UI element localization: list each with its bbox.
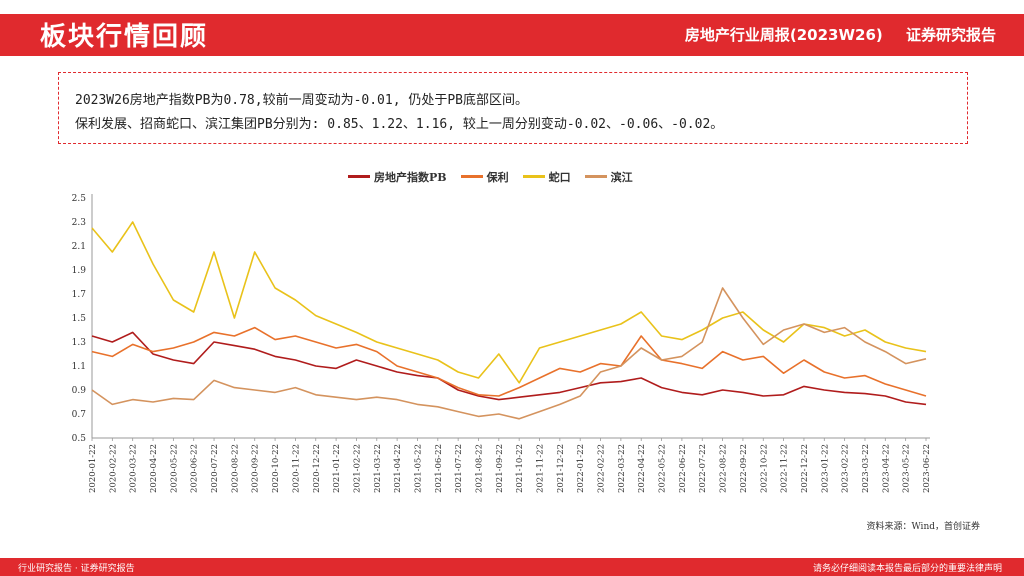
- legend-item-0: 房地产指数PB: [348, 169, 447, 185]
- x-tick-label: 2022-03-22: [617, 444, 627, 493]
- x-tick-label: 2021-11-22: [536, 444, 546, 493]
- x-tick-label: 2022-06-22: [678, 444, 688, 493]
- x-tick-label: 2020-10-22: [271, 444, 281, 493]
- x-tick-label: 2021-02-22: [352, 444, 362, 493]
- y-tick-label: 1.3: [72, 338, 87, 348]
- y-tick-label: 1.9: [72, 266, 87, 276]
- x-tick-label: 2020-01-22: [88, 444, 98, 493]
- x-tick-label: 2021-01-22: [332, 444, 342, 493]
- x-tick-label: 2022-08-22: [719, 444, 729, 493]
- x-tick-label: 2022-11-22: [780, 444, 790, 493]
- x-tick-label: 2022-01-22: [576, 444, 586, 493]
- x-tick-label: 2022-09-22: [739, 444, 749, 493]
- x-tick-label: 2023-06-22: [922, 444, 932, 493]
- x-tick-label: 2020-09-22: [251, 444, 261, 493]
- legend-label: 滨江: [610, 170, 633, 184]
- pb-line-chart: 2.5 2.3 2.1 1.9 1.7 1.5 1.3 1.1 0.9 0.7 0.52020-01…: [72, 194, 932, 493]
- x-tick-label: 2023-04-22: [881, 444, 891, 493]
- x-tick-label: 2022-04-22: [637, 444, 647, 493]
- x-tick-label: 2021-05-22: [413, 444, 423, 493]
- y-tick-label: 2.1: [72, 242, 86, 252]
- x-tick-label: 2022-02-22: [597, 444, 607, 493]
- series-line-3: [91, 287, 927, 420]
- x-tick-label: 2021-04-22: [393, 444, 403, 493]
- legend-item-3: 滨江: [584, 169, 633, 185]
- header: 板块行情回顾 房地产行业周报(2023W26) 证券研究报告: [0, 0, 1024, 56]
- summary-line-2: 保利发展、招商蛇口、滨江集团PB分别为: 0.85、1.22、1.16, 较上一…: [75, 117, 724, 132]
- x-tick-label: 2020-12-22: [312, 444, 322, 493]
- summary-box: 2023W26房地产指数PB为0.78,较前一周变动为-0.01, 仍处于PB底…: [58, 72, 968, 144]
- x-tick-label: 2022-07-22: [698, 444, 708, 493]
- footer: 行业研究报告 · 证券研究报告 请务必仔细阅读本报告最后部分的重要法律声明: [0, 558, 1024, 576]
- x-tick-label: 2020-11-22: [291, 444, 301, 493]
- y-tick-label: 1.1: [72, 362, 86, 372]
- report-type: 证券研究报告: [905, 26, 996, 44]
- legend-swatch: [460, 175, 483, 178]
- x-tick-label: 2022-05-22: [658, 444, 668, 493]
- x-tick-label: 2020-05-22: [169, 444, 179, 493]
- x-tick-label: 2021-12-22: [556, 444, 566, 493]
- x-tick-label: 2023-01-22: [820, 444, 830, 493]
- x-tick-label: 2022-12-22: [800, 444, 810, 493]
- x-tick-label: 2021-08-22: [474, 444, 484, 493]
- x-tick-label: 2021-09-22: [495, 444, 505, 493]
- legend-swatch: [584, 175, 607, 178]
- chart-legend: 房地产指数PB 保利 蛇口 滨江: [348, 168, 647, 184]
- legend-label: 保利: [486, 170, 509, 184]
- y-tick-label: 2.3: [72, 218, 87, 228]
- footer-left: 行业研究报告 · 证券研究报告: [18, 564, 135, 574]
- legend-item-2: 蛇口: [522, 169, 571, 185]
- x-tick-label: 2023-02-22: [841, 444, 851, 493]
- series-line-0: [91, 331, 927, 406]
- header-bar: [0, 14, 1024, 56]
- legend-label: 蛇口: [548, 170, 571, 184]
- x-tick-label: 2023-03-22: [861, 444, 871, 493]
- y-tick-label: 2.5: [72, 194, 87, 204]
- report-info: 房地产行业周报(2023W26) 证券研究报告: [667, 24, 996, 45]
- source-note: 资料来源：Wind，首创证券: [866, 522, 980, 532]
- x-tick-label: 2021-10-22: [515, 444, 525, 493]
- x-tick-label: 2020-08-22: [230, 444, 240, 493]
- legend-swatch: [348, 175, 370, 178]
- x-tick-label: 2020-02-22: [108, 444, 118, 493]
- summary-line-1: 2023W26房地产指数PB为0.78,较前一周变动为-0.01, 仍处于PB底…: [75, 93, 529, 108]
- x-tick-label: 2020-04-22: [149, 444, 159, 493]
- legend-item-1: 保利: [460, 169, 509, 185]
- x-tick-label: 2020-07-22: [210, 444, 220, 493]
- x-tick-label: 2021-07-22: [454, 444, 464, 493]
- report-name: 房地产行业周报(2023W26): [684, 26, 883, 44]
- x-tick-label: 2022-10-22: [759, 444, 769, 493]
- series-line-2: [91, 221, 927, 384]
- x-tick-label: 2021-06-22: [434, 444, 444, 493]
- y-tick-label: 0.9: [72, 386, 87, 396]
- legend-swatch: [522, 175, 545, 178]
- x-tick-label: 2020-06-22: [190, 444, 200, 493]
- x-tick-label: 2023-05-22: [902, 444, 912, 493]
- y-tick-label: 1.7: [72, 290, 87, 300]
- footer-disclaimer: 请务必仔细阅读本报告最后部分的重要法律声明: [812, 564, 1002, 574]
- x-tick-label: 2021-03-22: [373, 444, 383, 493]
- y-tick-label: 0.7: [72, 410, 87, 420]
- y-tick-label: 1.5: [72, 314, 87, 324]
- legend-label: 房地产指数PB: [374, 170, 447, 184]
- page-title: 板块行情回顾: [40, 22, 209, 52]
- chart: 房地产指数PB 保利 蛇口 滨江 2.5 2.3 2.1 1.9 1.7 1.5 1.3 1.1 0.…: [58, 160, 968, 510]
- y-tick-label: 0.5: [72, 434, 87, 444]
- x-tick-label: 2020-03-22: [129, 444, 139, 493]
- series-line-1: [91, 326, 927, 397]
